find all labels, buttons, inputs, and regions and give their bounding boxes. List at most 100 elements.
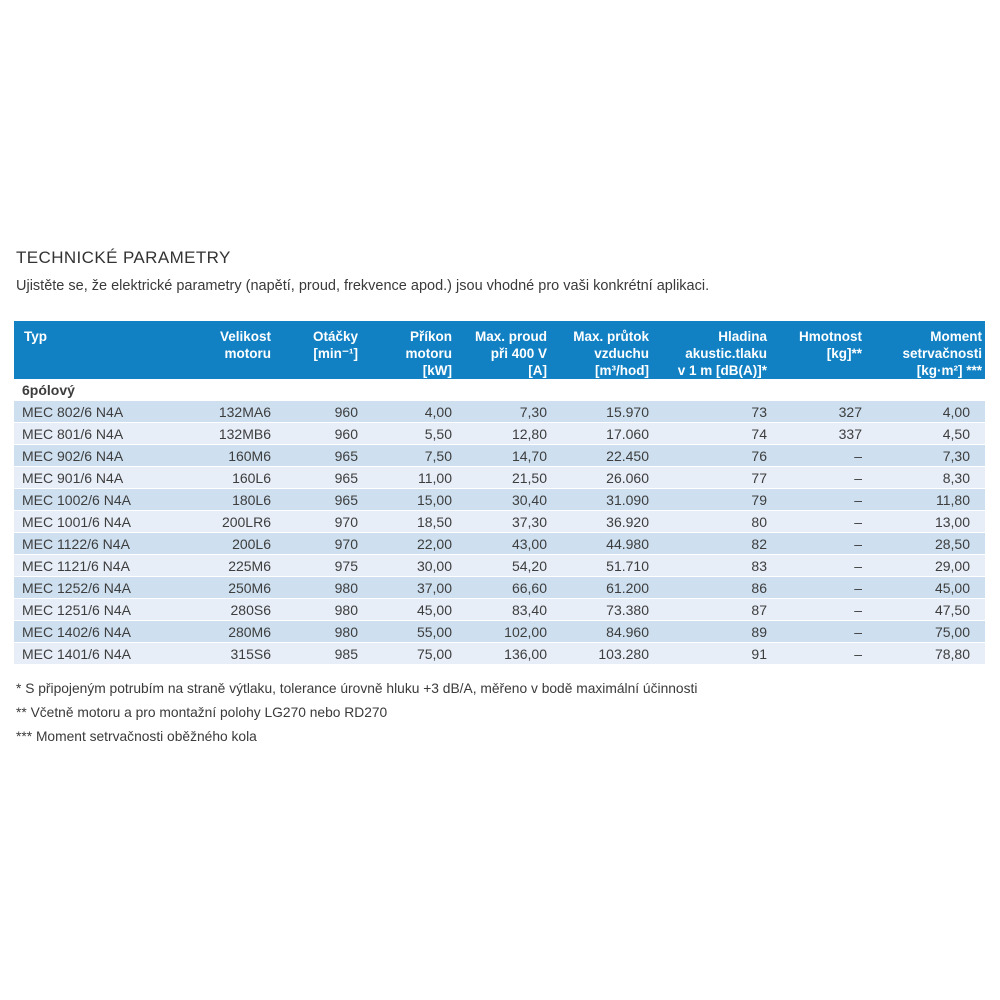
table-cell: 83 bbox=[649, 554, 767, 577]
column-header-velikost-motoru: Velikost motoru bbox=[164, 321, 271, 379]
table-cell: 15.970 bbox=[547, 400, 649, 423]
table-cell: 102,00 bbox=[452, 620, 547, 643]
table-cell: 980 bbox=[271, 598, 358, 621]
table-cell: 76 bbox=[649, 444, 767, 467]
table-cell: MEC 1252/6 N4A bbox=[14, 576, 164, 599]
table-cell: MEC 901/6 N4A bbox=[14, 466, 164, 489]
table-cell: 15,00 bbox=[358, 488, 452, 511]
table-row: MEC 902/6 N4A 160M6 965 7,50 14,70 22.450 76–7… bbox=[14, 444, 985, 467]
table-cell: 11,80 bbox=[862, 488, 985, 511]
table-cell: – bbox=[767, 576, 862, 599]
table-cell: 280S6 bbox=[164, 598, 271, 621]
table-cell: 315S6 bbox=[164, 642, 271, 665]
table-cell: 28,50 bbox=[862, 532, 985, 555]
section-label: 6pólový bbox=[14, 379, 985, 401]
table-cell: MEC 1002/6 N4A bbox=[14, 488, 164, 511]
table-cell: MEC 1001/6 N4A bbox=[14, 510, 164, 533]
table-cell: 74 bbox=[649, 422, 767, 445]
table-cell: 4,50 bbox=[862, 422, 985, 445]
table-cell: MEC 1251/6 N4A bbox=[14, 598, 164, 621]
table-cell: 250M6 bbox=[164, 576, 271, 599]
page-title: TECHNICKÉ PARAMETRY bbox=[16, 248, 231, 267]
table-cell: 7,30 bbox=[452, 400, 547, 423]
table-cell: 29,00 bbox=[862, 554, 985, 577]
column-header-hmotnost: Hmotnost [kg]** bbox=[767, 321, 862, 379]
table-cell: 12,80 bbox=[452, 422, 547, 445]
table-cell: 22,00 bbox=[358, 532, 452, 555]
table-cell: MEC 802/6 N4A bbox=[14, 400, 164, 423]
table-cell: – bbox=[767, 444, 862, 467]
table-cell: 45,00 bbox=[358, 598, 452, 621]
table-cell: 17.060 bbox=[547, 422, 649, 445]
table-row: MEC 901/6 N4A 160L6 965 11,00 21,50 26.060 77–… bbox=[14, 466, 985, 489]
table-cell: 970 bbox=[271, 532, 358, 555]
table-cell: MEC 1121/6 N4A bbox=[14, 554, 164, 577]
table-cell: 73 bbox=[649, 400, 767, 423]
column-header-max-prutok-vzduchu: Max. průtok vzduchu [m³/hod] bbox=[547, 321, 649, 379]
table-row: MEC 1121/6 N4A 225M6 975 30,00 54,20 51.710 83… bbox=[14, 554, 985, 577]
table-cell: – bbox=[767, 620, 862, 643]
table-cell: – bbox=[767, 554, 862, 577]
table-cell: 136,00 bbox=[452, 642, 547, 665]
table-cell: 82 bbox=[649, 532, 767, 555]
table-cell: 47,50 bbox=[862, 598, 985, 621]
table-cell: – bbox=[767, 466, 862, 489]
table-row: MEC 1001/6 N4A 200LR6 970 18,50 37,30 36.920 8… bbox=[14, 510, 985, 533]
table-cell: 200LR6 bbox=[164, 510, 271, 533]
table-cell: 37,00 bbox=[358, 576, 452, 599]
table-row: MEC 802/6 N4A 132MA6 960 4,00 7,30 15.970 73 32… bbox=[14, 400, 985, 423]
table-cell: 22.450 bbox=[547, 444, 649, 467]
footnote-1: * S připojeným potrubím na straně výtlak… bbox=[16, 681, 698, 696]
table-cell: 43,00 bbox=[452, 532, 547, 555]
table-cell: 80 bbox=[649, 510, 767, 533]
table-cell: 91 bbox=[649, 642, 767, 665]
table-cell: 54,20 bbox=[452, 554, 547, 577]
table-cell: 965 bbox=[271, 444, 358, 467]
table-cell: 337 bbox=[767, 422, 862, 445]
table-cell: 84.960 bbox=[547, 620, 649, 643]
table-cell: – bbox=[767, 532, 862, 555]
table-cell: 55,00 bbox=[358, 620, 452, 643]
table-cell: MEC 801/6 N4A bbox=[14, 422, 164, 445]
table-row: MEC 1002/6 N4A 180L6 965 15,00 30,40 31.090 79… bbox=[14, 488, 985, 511]
table-cell: 160L6 bbox=[164, 466, 271, 489]
content-area: TECHNICKÉ PARAMETRY Ujistěte se, že elek… bbox=[14, 248, 985, 749]
table-cell: 11,00 bbox=[358, 466, 452, 489]
table-cell: 30,40 bbox=[452, 488, 547, 511]
technical-parameters-table: Typ Velikost motoru Otáčky [min⁻¹] Příko… bbox=[14, 321, 985, 665]
table-row: MEC 801/6 N4A 132MB6 960 5,50 12,80 17.060 74 3… bbox=[14, 422, 985, 445]
footnotes: * S připojeným potrubím na straně výtlak… bbox=[16, 677, 985, 749]
table-cell: 87 bbox=[649, 598, 767, 621]
table-cell: 965 bbox=[271, 466, 358, 489]
table-cell: – bbox=[767, 488, 862, 511]
table-cell: 960 bbox=[271, 400, 358, 423]
table-cell: 13,00 bbox=[862, 510, 985, 533]
table-cell: 327 bbox=[767, 400, 862, 423]
table-cell: 5,50 bbox=[358, 422, 452, 445]
table-cell: 86 bbox=[649, 576, 767, 599]
page-subtitle: Ujistěte se, že elektrické parametry (na… bbox=[16, 278, 710, 294]
column-header-typ: Typ bbox=[14, 321, 164, 379]
table-cell: MEC 1401/6 N4A bbox=[14, 642, 164, 665]
column-header-prikon-motoru: Příkon motoru [kW] bbox=[358, 321, 452, 379]
column-header-max-proud: Max. proud při 400 V [A] bbox=[452, 321, 547, 379]
table-cell: 77 bbox=[649, 466, 767, 489]
table-cell: 965 bbox=[271, 488, 358, 511]
table-cell: 4,00 bbox=[358, 400, 452, 423]
table-cell: 980 bbox=[271, 576, 358, 599]
table-cell: 89 bbox=[649, 620, 767, 643]
table-cell: – bbox=[767, 642, 862, 665]
table-cell: 26.060 bbox=[547, 466, 649, 489]
table-cell: 61.200 bbox=[547, 576, 649, 599]
table-cell: 200L6 bbox=[164, 532, 271, 555]
table-cell: 78,80 bbox=[862, 642, 985, 665]
table-cell: 31.090 bbox=[547, 488, 649, 511]
table-cell: MEC 902/6 N4A bbox=[14, 444, 164, 467]
table-cell: 160M6 bbox=[164, 444, 271, 467]
table-cell: 51.710 bbox=[547, 554, 649, 577]
table-section-row: 6pólový bbox=[14, 379, 985, 401]
column-header-hladina-akust-tlaku: Hladina akustic.tlaku v 1 m [dB(A)]* bbox=[649, 321, 767, 379]
table-cell: 73.380 bbox=[547, 598, 649, 621]
table-cell: – bbox=[767, 598, 862, 621]
